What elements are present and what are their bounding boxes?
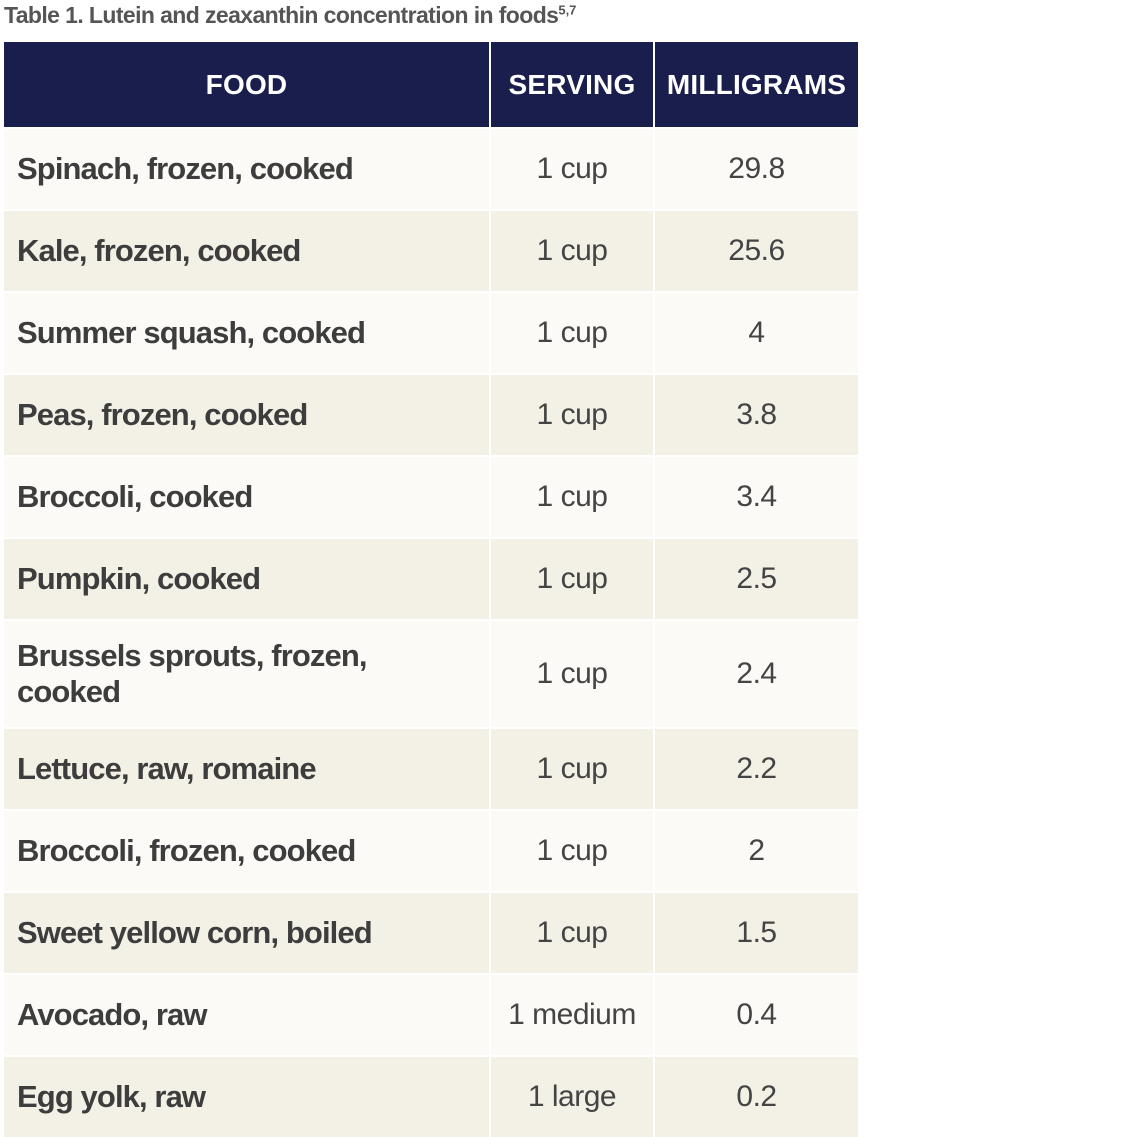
serving-value: 1 medium bbox=[508, 998, 636, 1031]
milligrams-value: 2 bbox=[748, 834, 765, 867]
milligrams-cell: 1.5 bbox=[653, 893, 858, 973]
milligrams-value: 0.4 bbox=[736, 998, 777, 1031]
serving-value: 1 cup bbox=[536, 752, 608, 785]
food-name: Lettuce, raw, romaine bbox=[17, 751, 317, 786]
table-row: Pumpkin, cooked 1 cup 2.5 bbox=[4, 537, 858, 619]
food-table: FOOD SERVING MILLIGRAMS Spinach, frozen,… bbox=[4, 42, 858, 1137]
milligrams-cell: 29.8 bbox=[653, 129, 858, 209]
milligrams-value: 25.6 bbox=[728, 234, 785, 267]
food-name: Egg yolk, raw bbox=[17, 1079, 206, 1114]
milligrams-cell: 2.2 bbox=[653, 729, 858, 809]
table-row: Peas, frozen, cooked 1 cup 3.8 bbox=[4, 373, 858, 455]
food-cell: Avocado, raw bbox=[4, 975, 489, 1055]
food-cell: Sweet yellow corn, boiled bbox=[4, 893, 489, 973]
milligrams-value: 3.8 bbox=[736, 398, 777, 431]
table-row: Lettuce, raw, romaine 1 cup 2.2 bbox=[4, 727, 858, 809]
food-cell: Spinach, frozen, cooked bbox=[4, 129, 489, 209]
food-name: Broccoli, frozen, cooked bbox=[17, 833, 356, 868]
milligrams-cell: 4 bbox=[653, 293, 858, 373]
milligrams-value: 2.5 bbox=[736, 562, 777, 595]
food-cell: Egg yolk, raw bbox=[4, 1057, 489, 1137]
milligrams-cell: 2.5 bbox=[653, 539, 858, 619]
milligrams-value: 0.2 bbox=[736, 1080, 777, 1113]
serving-value: 1 cup bbox=[536, 152, 608, 185]
milligrams-value: 29.8 bbox=[728, 152, 785, 185]
food-name: Avocado, raw bbox=[17, 997, 208, 1032]
serving-cell: 1 cup bbox=[489, 457, 653, 537]
serving-cell: 1 large bbox=[489, 1057, 653, 1137]
food-cell: Kale, frozen, cooked bbox=[4, 211, 489, 291]
table-row: Egg yolk, raw 1 large 0.2 bbox=[4, 1055, 858, 1137]
milligrams-cell: 3.4 bbox=[653, 457, 858, 537]
food-name: Summer squash, cooked bbox=[17, 315, 366, 350]
serving-cell: 1 cup bbox=[489, 811, 653, 891]
food-cell: Pumpkin, cooked bbox=[4, 539, 489, 619]
header-milligrams: MILLIGRAMS bbox=[653, 42, 858, 127]
milligrams-value: 2.4 bbox=[736, 657, 777, 690]
header-food: FOOD bbox=[4, 42, 489, 127]
milligrams-value: 2.2 bbox=[736, 752, 777, 785]
serving-value: 1 cup bbox=[536, 562, 608, 595]
serving-cell: 1 medium bbox=[489, 975, 653, 1055]
table-row: Avocado, raw 1 medium 0.4 bbox=[4, 973, 858, 1055]
milligrams-cell: 2.4 bbox=[653, 621, 858, 727]
serving-value: 1 cup bbox=[536, 834, 608, 867]
serving-value: 1 cup bbox=[536, 316, 608, 349]
milligrams-cell: 2 bbox=[653, 811, 858, 891]
food-cell: Brussels sprouts, frozen, cooked bbox=[4, 621, 489, 727]
serving-value: 1 cup bbox=[536, 480, 608, 513]
serving-value: 1 cup bbox=[536, 916, 608, 949]
food-name: Peas, frozen, cooked bbox=[17, 397, 308, 432]
serving-value: 1 cup bbox=[536, 398, 608, 431]
table-row: Broccoli, cooked 1 cup 3.4 bbox=[4, 455, 858, 537]
milligrams-value: 4 bbox=[748, 316, 765, 349]
serving-cell: 1 cup bbox=[489, 893, 653, 973]
milligrams-cell: 25.6 bbox=[653, 211, 858, 291]
serving-cell: 1 cup bbox=[489, 621, 653, 727]
food-cell: Broccoli, frozen, cooked bbox=[4, 811, 489, 891]
table-row: Broccoli, frozen, cooked 1 cup 2 bbox=[4, 809, 858, 891]
serving-cell: 1 cup bbox=[489, 729, 653, 809]
serving-value: 1 cup bbox=[536, 657, 608, 690]
food-name: Kale, frozen, cooked bbox=[17, 233, 301, 268]
food-name: Brussels sprouts, frozen, cooked bbox=[17, 638, 367, 709]
milligrams-cell: 3.8 bbox=[653, 375, 858, 455]
serving-cell: 1 cup bbox=[489, 293, 653, 373]
food-cell: Lettuce, raw, romaine bbox=[4, 729, 489, 809]
serving-cell: 1 cup bbox=[489, 375, 653, 455]
food-name: Spinach, frozen, cooked bbox=[17, 151, 354, 186]
serving-cell: 1 cup bbox=[489, 211, 653, 291]
caption-superscript: 5,7 bbox=[558, 2, 577, 18]
serving-value: 1 cup bbox=[536, 234, 608, 267]
milligrams-value: 1.5 bbox=[736, 916, 777, 949]
table-row: Brussels sprouts, frozen, cooked 1 cup 2… bbox=[4, 619, 858, 727]
serving-cell: 1 cup bbox=[489, 129, 653, 209]
table-row: Sweet yellow corn, boiled 1 cup 1.5 bbox=[4, 891, 858, 973]
milligrams-value: 3.4 bbox=[736, 480, 777, 513]
header-serving: SERVING bbox=[489, 42, 653, 127]
food-cell: Peas, frozen, cooked bbox=[4, 375, 489, 455]
food-cell: Summer squash, cooked bbox=[4, 293, 489, 373]
food-name: Sweet yellow corn, boiled bbox=[17, 915, 373, 950]
serving-value: 1 large bbox=[527, 1080, 617, 1113]
table-header-row: FOOD SERVING MILLIGRAMS bbox=[4, 42, 858, 127]
milligrams-cell: 0.2 bbox=[653, 1057, 858, 1137]
food-name: Broccoli, cooked bbox=[17, 479, 253, 514]
serving-cell: 1 cup bbox=[489, 539, 653, 619]
milligrams-cell: 0.4 bbox=[653, 975, 858, 1055]
food-cell: Broccoli, cooked bbox=[4, 457, 489, 537]
table-row: Kale, frozen, cooked 1 cup 25.6 bbox=[4, 209, 858, 291]
caption-text: Table 1. Lutein and zeaxanthin concentra… bbox=[4, 2, 559, 28]
table-caption: Table 1. Lutein and zeaxanthin concentra… bbox=[4, 2, 576, 29]
food-name: Pumpkin, cooked bbox=[17, 561, 261, 596]
table-row: Spinach, frozen, cooked 1 cup 29.8 bbox=[4, 127, 858, 209]
table-row: Summer squash, cooked 1 cup 4 bbox=[4, 291, 858, 373]
